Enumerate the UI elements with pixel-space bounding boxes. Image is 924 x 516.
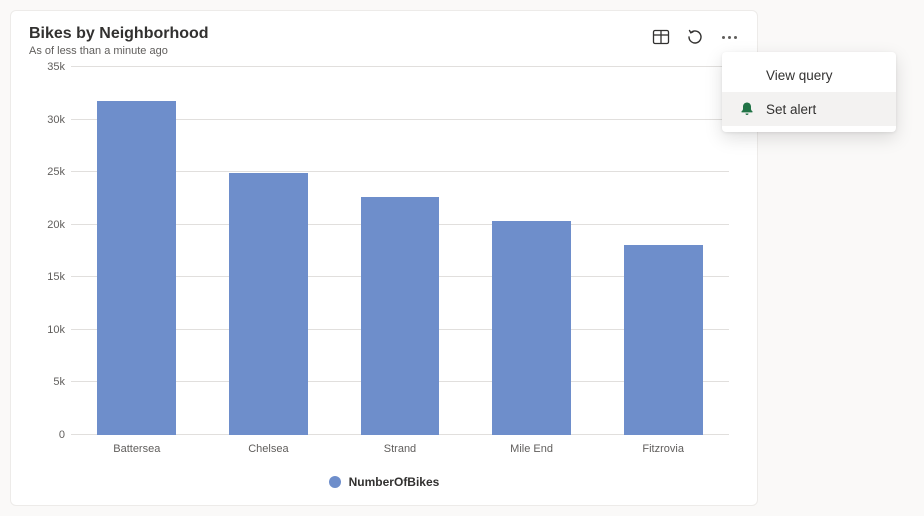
chart-card: Bikes by Neighborhood As of less than a … [10,10,758,506]
card-header: Bikes by Neighborhood As of less than a … [29,25,739,57]
chart-plot: 05k10k15k20k25k30k35kBatterseaChelseaStr… [71,67,729,435]
legend-label: NumberOfBikes [349,475,440,489]
bar[interactable] [492,221,571,435]
legend-swatch [329,476,341,488]
x-axis-label: Mile End [510,443,553,455]
bar-slot: Chelsea [203,67,335,435]
bar-slot: Fitzrovia [597,67,729,435]
bar[interactable] [624,245,703,435]
chart-area: 05k10k15k20k25k30k35kBatterseaChelseaStr… [29,67,739,495]
x-axis-label: Chelsea [248,443,288,455]
table-view-button[interactable] [651,27,671,47]
card-subtitle: As of less than a minute ago [29,45,209,57]
menu-item-label: Set alert [766,102,816,117]
menu-item-view-query[interactable]: View query [722,58,896,92]
bar[interactable] [229,173,308,435]
card-toolbar [651,25,739,47]
x-axis-label: Fitzrovia [642,443,684,455]
bar-slot: Strand [334,67,466,435]
more-options-button[interactable] [719,27,739,47]
bars-row: BatterseaChelseaStrandMile EndFitzrovia [71,67,729,435]
card-title: Bikes by Neighborhood [29,25,209,43]
y-axis-label: 30k [47,114,65,126]
y-axis-label: 35k [47,61,65,73]
refresh-button[interactable] [685,27,705,47]
menu-item-set-alert[interactable]: Set alert [722,92,896,126]
y-axis-label: 10k [47,324,65,336]
context-menu: View query Set alert [722,52,896,132]
bell-icon [738,100,756,118]
bar[interactable] [361,197,440,435]
refresh-icon [686,28,704,46]
card-titles: Bikes by Neighborhood As of less than a … [29,25,209,57]
x-axis-label: Battersea [113,443,160,455]
chart-legend: NumberOfBikes [29,475,739,489]
y-axis-label: 15k [47,271,65,283]
x-axis-label: Strand [384,443,416,455]
bar-slot: Battersea [71,67,203,435]
y-axis-label: 0 [59,429,65,441]
more-icon [722,36,737,39]
menu-item-label: View query [766,68,833,83]
y-axis-label: 5k [53,376,65,388]
bar[interactable] [97,101,176,435]
y-axis-label: 20k [47,219,65,231]
table-icon [652,28,670,46]
y-axis-label: 25k [47,166,65,178]
bar-slot: Mile End [466,67,598,435]
menu-icon-spacer [738,66,756,84]
